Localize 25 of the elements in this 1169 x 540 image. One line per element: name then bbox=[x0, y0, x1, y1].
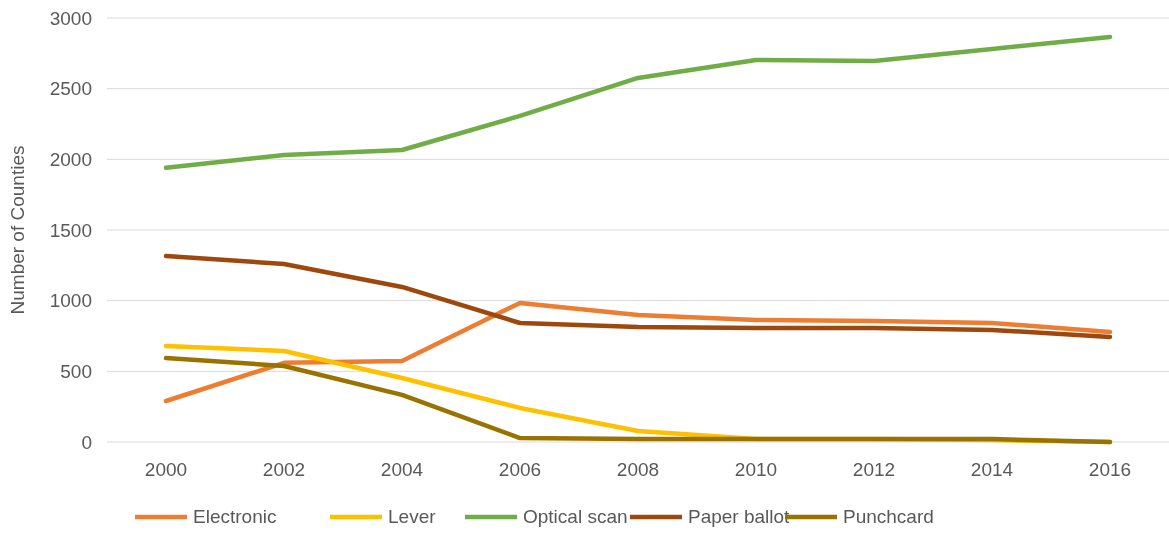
legend-label: Optical scan bbox=[523, 506, 628, 527]
line-series bbox=[163, 34, 1113, 171]
x-tick-label: 2000 bbox=[144, 459, 188, 480]
x-tick-label: 2016 bbox=[1088, 459, 1132, 480]
y-axis-title: Number of Counties bbox=[7, 145, 28, 315]
x-tick-label: 2004 bbox=[380, 459, 424, 480]
x-tick-label: 2010 bbox=[734, 459, 778, 480]
y-tick-label: 3000 bbox=[49, 7, 92, 29]
line-series bbox=[163, 253, 1113, 340]
y-tick-label: 1000 bbox=[49, 290, 92, 312]
y-tick-label: 500 bbox=[60, 360, 92, 382]
x-tick-label: 2014 bbox=[970, 459, 1014, 480]
x-tick-label: 2008 bbox=[616, 459, 660, 480]
legend-label: Paper ballot bbox=[688, 506, 791, 527]
x-tick-label: 2012 bbox=[852, 459, 896, 480]
x-tick-label: 2006 bbox=[498, 459, 542, 480]
y-tick-label: 2500 bbox=[49, 78, 92, 100]
x-tick-label: 2002 bbox=[262, 459, 306, 480]
legend-label: Punchcard bbox=[843, 506, 934, 527]
y-tick-label: 0 bbox=[81, 431, 92, 453]
y-tick-label: 2000 bbox=[49, 148, 92, 170]
legend-label: Electronic bbox=[193, 506, 277, 527]
y-tick-label: 1500 bbox=[49, 219, 92, 241]
legend-label: Lever bbox=[388, 506, 437, 527]
line-series bbox=[163, 300, 1113, 404]
